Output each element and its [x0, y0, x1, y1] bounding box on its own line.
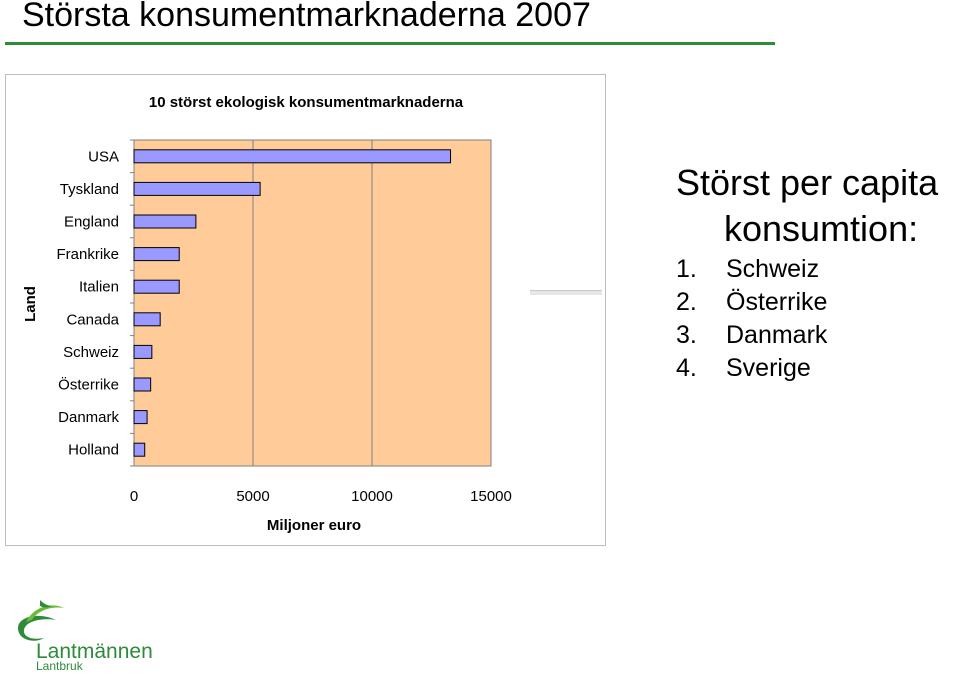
y-axis-label: Land	[22, 286, 39, 322]
rank-label: Danmark	[726, 321, 828, 349]
bar	[133, 344, 153, 359]
category-label: USA	[88, 148, 119, 165]
rank-number: 3.	[676, 321, 697, 349]
logo-name: Lantmännen	[36, 640, 153, 663]
bar	[133, 442, 146, 457]
lantmannen-logo: Lantmännen Lantbruk	[18, 600, 153, 670]
list-item: 2. Österrike	[676, 286, 827, 319]
bar	[133, 181, 261, 196]
x-axis-label: Miljoner euro	[267, 517, 361, 534]
x-tick-label: 15000	[470, 488, 512, 505]
chart-title: 10 störst ekologisk konsumentmarknaderna	[149, 94, 464, 111]
category-label: Canada	[66, 311, 119, 328]
category-label: Frankrike	[56, 246, 119, 263]
per-capita-title: Störst per capita	[676, 162, 939, 203]
list-item: 3. Danmark	[676, 319, 827, 352]
category-label: Tyskland	[60, 181, 119, 198]
rank-label: Österrike	[726, 288, 828, 316]
title-underline	[5, 42, 775, 45]
category-label: Österrike	[58, 376, 119, 394]
category-label: England	[64, 214, 119, 231]
per-capita-list: 1. Schweiz 2. Österrike 3. Danmark 4. Sverig…	[676, 253, 827, 385]
rank-label: Schweiz	[726, 255, 820, 283]
list-item: 1. Schweiz	[676, 253, 827, 286]
bar	[133, 279, 180, 294]
category-label: Holland	[68, 442, 119, 459]
slide-title: Största konsumentmarknaderna 2007	[22, 0, 591, 34]
bar	[133, 149, 452, 164]
list-item: 4. Sverige	[676, 352, 827, 385]
x-tick-label: 5000	[236, 488, 269, 505]
bar	[133, 214, 197, 229]
rank-label: Sverige	[726, 354, 811, 382]
x-tick-label: 0	[130, 488, 138, 505]
rank-number: 1.	[676, 255, 697, 283]
per-capita-subtitle: konsumtion:	[724, 208, 919, 249]
category-label: Italien	[79, 279, 119, 296]
logo-sub: Lantbruk	[36, 659, 84, 670]
category-label: Danmark	[58, 409, 119, 426]
bar	[133, 377, 152, 392]
bar	[133, 247, 180, 262]
bar	[133, 312, 161, 327]
leaf-icon	[18, 600, 64, 641]
category-label: Schweiz	[63, 344, 119, 361]
x-tick-label: 10000	[351, 488, 393, 505]
bar	[133, 410, 148, 425]
decorative-line	[530, 290, 602, 295]
rank-number: 2.	[676, 288, 697, 316]
rank-number: 4.	[676, 354, 697, 382]
